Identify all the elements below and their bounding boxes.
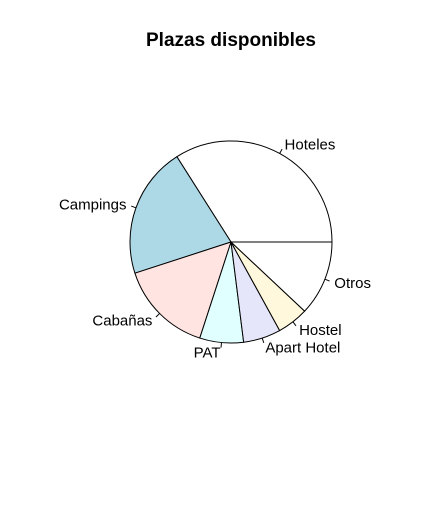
pie-slices [129,140,333,344]
pie-tick-1 [131,205,137,209]
pie-label-0: Hoteles [285,137,336,154]
pie-label-4: Apart Hotel [265,340,340,357]
pie-label-2: Cabañas [92,313,152,330]
pie-label-6: Otros [334,275,371,292]
pie-tick-0 [279,148,283,154]
pie-tick-4 [261,337,265,344]
pie-labels: Hoteles Campings Cabañas PAT Apart HotelHost… [59,137,371,362]
pie-label-ticks [131,148,330,348]
pie-slice-0 [176,140,333,243]
pie-tick-6 [324,278,330,282]
pie-label-5: Hostel [299,322,342,339]
pie-label-3: PAT [194,345,221,362]
pie-slice-6 [229,241,333,312]
pie-tick-2 [155,313,160,318]
chart-title: Plazas disponibles [146,30,316,51]
pie-label-1: Campings [59,196,127,213]
pie-tick-5 [292,321,297,327]
